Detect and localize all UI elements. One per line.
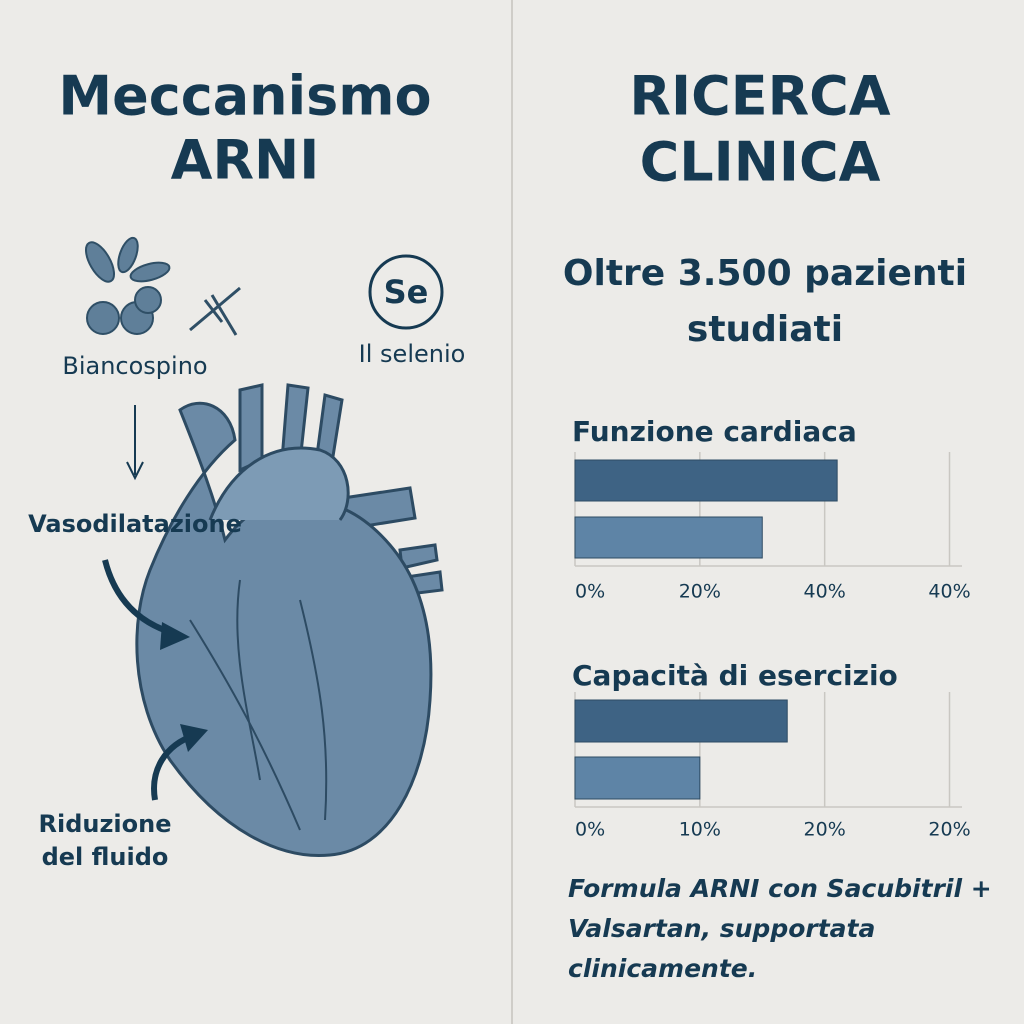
subtitle: studiati <box>687 309 843 350</box>
selenium-label: Il selenio <box>359 340 466 368</box>
hawthorn-icon <box>85 236 171 335</box>
right-title: RICERCA <box>629 65 890 128</box>
x-tick-label: 20% <box>804 819 846 841</box>
bar <box>574 459 838 502</box>
chart-title: Capacità di esercizio <box>572 659 898 692</box>
arrow-head <box>180 724 208 752</box>
x-tick-label: 20% <box>679 581 721 603</box>
left-title: ARNI <box>171 129 320 192</box>
vasodilation-label: Vasodilatazione <box>28 510 242 538</box>
fluid-label: del fluido <box>42 843 169 871</box>
heart-illustration <box>135 383 444 858</box>
arrow-head <box>160 622 190 650</box>
x-tick-label: 0% <box>575 581 605 603</box>
footer: Formula ARNI con Sacubitril + <box>568 874 992 903</box>
x-tick-label: 10% <box>679 819 721 841</box>
selenium-circle <box>368 254 444 330</box>
x-tick-label: 40% <box>928 581 970 603</box>
x-tick-label: 40% <box>804 581 846 603</box>
chart-title: Funzione cardiaca <box>572 415 857 448</box>
bar <box>574 699 788 743</box>
footer: Valsartan, supportata <box>568 914 875 943</box>
right-title: CLINICA <box>640 131 881 194</box>
selenium-symbol: Se <box>384 273 429 311</box>
x-tick-label: 20% <box>928 819 970 841</box>
arrow <box>126 405 144 481</box>
subtitle: Oltre 3.500 pazienti <box>563 253 967 294</box>
thorn-icon <box>189 286 241 336</box>
bar <box>574 516 763 559</box>
hawthorn-label: Biancospino <box>62 352 207 380</box>
footer: clinicamente. <box>568 954 757 983</box>
x-tick-label: 0% <box>575 819 605 841</box>
bar <box>574 756 701 800</box>
fluid-label: Riduzione <box>38 810 171 838</box>
left-title: Meccanismo <box>58 65 431 128</box>
